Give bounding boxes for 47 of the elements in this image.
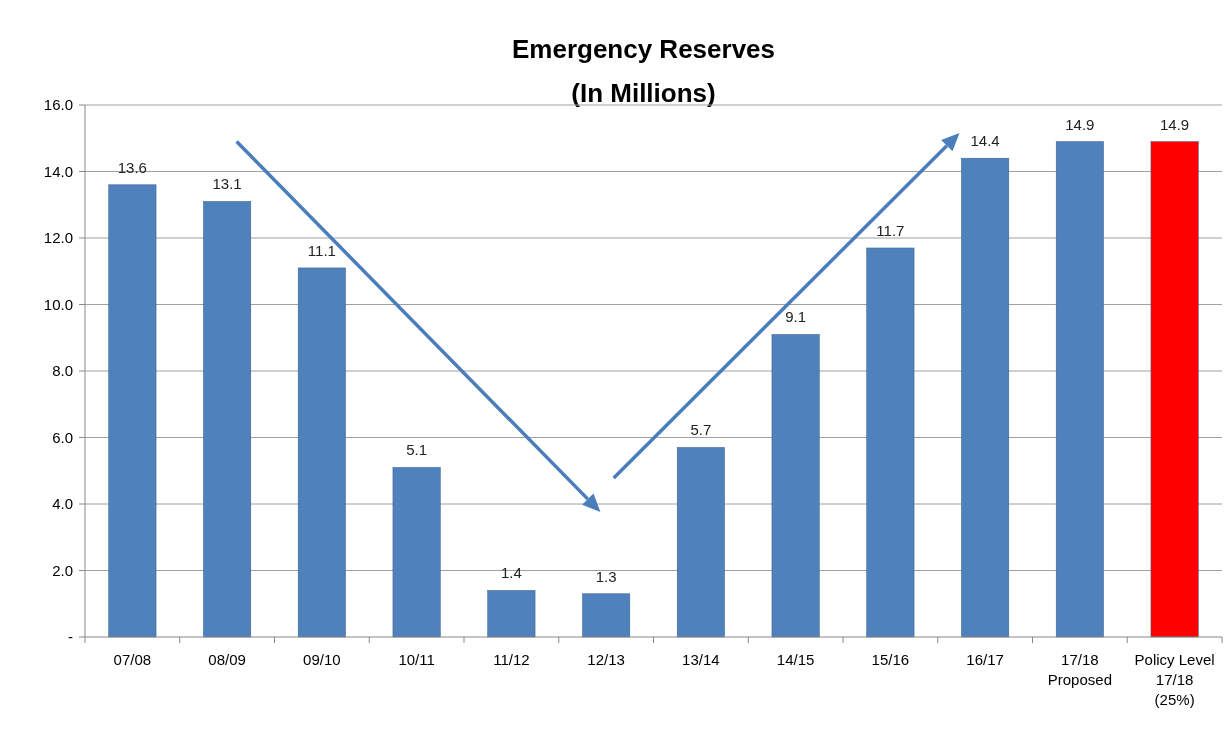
data-label: 14.9 [1065, 115, 1095, 133]
y-tick-label: 16.0 [43, 96, 73, 114]
x-tick-label: 11/12 [493, 651, 530, 668]
x-tick-label: 16/17 [966, 651, 1004, 668]
data-label: 9.1 [785, 308, 807, 326]
data-label: 5.7 [690, 421, 712, 439]
y-tick-label: 4.0 [52, 495, 73, 513]
bar [392, 467, 441, 638]
chart-subtitle: (In Millions) [571, 78, 716, 108]
data-label: 14.9 [1160, 115, 1190, 133]
x-tick-label: 15/16 [871, 651, 910, 668]
x-tick-label: 13/14 [682, 651, 720, 668]
y-tick-label: 8.0 [52, 362, 73, 380]
bar [487, 590, 536, 638]
data-label: 11.7 [876, 221, 905, 239]
data-label: 5.1 [406, 441, 428, 459]
x-tick-label: 14/15 [776, 651, 815, 668]
bar [108, 184, 157, 638]
y-tick-label: 2.0 [52, 561, 73, 579]
x-tick-label: 08/09 [208, 651, 246, 668]
bar [297, 267, 346, 638]
data-label: 1.4 [500, 564, 522, 582]
y-tick-label: 6.0 [52, 428, 73, 446]
chart-title: Emergency Reserves [511, 34, 776, 64]
bar [1055, 141, 1104, 638]
y-tick-label: 10.0 [43, 295, 73, 313]
x-tick-label: 12/13 [587, 651, 625, 668]
x-tick-label: 07/08 [113, 651, 152, 668]
bar [1150, 141, 1199, 638]
y-tick-label: - [68, 628, 73, 646]
y-tick-label: 12.0 [43, 229, 73, 247]
y-tick-label: 14.0 [43, 162, 73, 180]
data-label: 14.4 [970, 132, 1000, 150]
x-tick-label: 17/18 Proposed [1047, 651, 1112, 688]
data-label: 13.6 [117, 158, 147, 176]
bar [203, 201, 252, 638]
bar [961, 157, 1010, 638]
data-label: 1.3 [595, 567, 617, 585]
data-label: 13.1 [212, 175, 242, 193]
bar [771, 334, 820, 638]
bar [582, 593, 631, 638]
data-label: 11.1 [307, 241, 336, 259]
x-tick-label: 10/11 [398, 651, 435, 668]
bar [866, 247, 915, 638]
x-tick-label: 09/10 [303, 651, 341, 668]
x-tick-label: Policy Level 17/18 (25%) [1134, 651, 1215, 708]
bar [676, 447, 725, 638]
